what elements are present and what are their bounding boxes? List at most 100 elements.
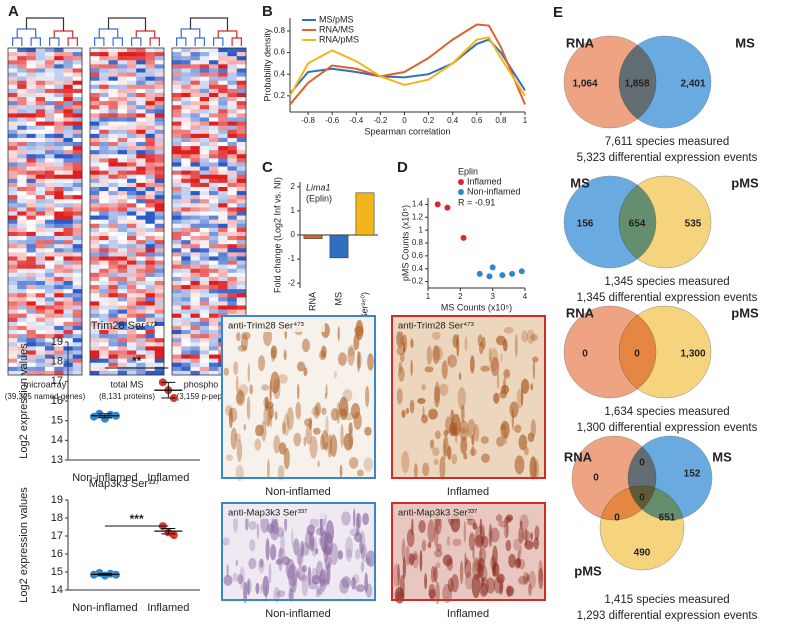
heatmap-cell [145, 137, 156, 143]
histology-texture [396, 346, 404, 356]
heatmap-cell [181, 142, 191, 147]
heatmap-cell [236, 248, 247, 253]
heatmap-cell [8, 76, 18, 81]
heatmap-cell [127, 350, 137, 355]
heatmap-cell [190, 289, 201, 294]
heatmap-cell [199, 88, 210, 94]
heatmap-cell [35, 334, 46, 339]
heatmap-cell [190, 121, 201, 126]
heatmap-cell [35, 92, 46, 98]
heatmap-cell [136, 64, 146, 69]
histology-texture [398, 361, 403, 374]
heatmap-cell [35, 330, 46, 335]
heatmap-cell [181, 154, 191, 159]
heatmap-cell [190, 146, 201, 151]
heatmap-cell [17, 334, 27, 339]
heatmap-cell [209, 137, 219, 143]
heatmap-cell [181, 60, 191, 65]
heatmap-cell [236, 207, 247, 212]
heatmap-cell [199, 109, 210, 114]
heatmap-cell [236, 191, 247, 196]
heatmap-cell [209, 370, 219, 376]
heatmap-cell [99, 252, 109, 257]
heatmap-cell [145, 268, 156, 274]
heatmap-cell [199, 366, 210, 372]
point [499, 272, 506, 279]
histology-texture [255, 424, 264, 437]
heatmap-cell [54, 137, 64, 143]
heatmap-cell [26, 264, 37, 270]
heatmap-cell [236, 280, 247, 286]
heatmap-cell [181, 256, 191, 261]
heatmap-cell [108, 170, 119, 176]
heatmap-cell [63, 211, 74, 216]
heatmap-cell [99, 117, 109, 122]
x-tick-label: 2 [458, 292, 463, 301]
heatmap-cell [227, 215, 238, 220]
heatmap-cell [54, 113, 64, 118]
histology-texture [458, 372, 462, 381]
heatmap-cell [172, 219, 182, 225]
histology-texture [471, 445, 475, 457]
heatmap-cell [90, 219, 100, 225]
heatmap-cell [90, 354, 100, 359]
heatmap-cell [181, 350, 191, 355]
heatmap-cell [145, 264, 156, 270]
heatmap-cell [90, 129, 100, 135]
heatmap-cell [17, 76, 27, 81]
heatmap-cell [108, 227, 119, 233]
heatmap-cell [72, 117, 83, 122]
heatmap-cell [99, 231, 109, 237]
heatmap-cell [72, 252, 83, 257]
heatmap-cell [145, 280, 156, 286]
histology-texture [490, 356, 500, 377]
heatmap-cell [17, 203, 27, 208]
heatmap-cell [90, 142, 100, 147]
heatmap-cell [35, 305, 46, 310]
heatmap-cell [172, 113, 182, 118]
heatmap-cell [127, 146, 137, 151]
heatmap-cell [172, 199, 182, 204]
heatmap-cell [190, 80, 201, 86]
heatmap-cell [108, 48, 119, 53]
heatmap-cell [227, 293, 238, 298]
heatmap-cell [209, 301, 219, 306]
heatmap-cell [145, 362, 156, 368]
heatmap-cell [236, 76, 247, 81]
heatmap-cell [181, 293, 191, 298]
heatmap-name: microarray [24, 379, 67, 389]
heatmap-cell [136, 293, 146, 298]
heatmap-cell [136, 199, 146, 204]
histology-texture [268, 406, 274, 419]
label-backdrop [225, 506, 325, 519]
image-label: anti-Trim28 Ser⁴⁷³ [398, 321, 474, 332]
heatmap-cell [63, 166, 74, 171]
y-tick-label: 14 [51, 584, 63, 596]
x-tick-label: 0 [402, 116, 407, 125]
heatmap-cell [72, 366, 83, 372]
heatmap-cell [90, 68, 100, 73]
heatmap-cell [127, 362, 137, 368]
heatmap-cell [108, 231, 119, 237]
heatmap-cell [72, 293, 83, 298]
heatmap-cell [99, 60, 109, 65]
heatmap-cell [209, 125, 219, 131]
heatmap-cell [199, 289, 210, 294]
histology-texture [479, 583, 489, 597]
annotation: (Eplin) [306, 193, 332, 203]
heatmap-cell [35, 215, 46, 220]
histology-texture [348, 422, 353, 435]
heatmap-cell [17, 321, 27, 327]
heatmap-cell [199, 68, 210, 73]
dendrogram-link [16, 28, 37, 38]
heatmap-cell [26, 64, 37, 69]
histology-texture [324, 392, 328, 400]
heatmap-cell [35, 223, 46, 229]
heatmap-cell [117, 346, 128, 351]
heatmap-cell [145, 272, 156, 278]
heatmap-cell [72, 313, 83, 319]
heatmap-cell [181, 362, 191, 368]
histology-texture [493, 392, 500, 404]
heatmap-cell [199, 293, 210, 298]
heatmap-cell [145, 301, 156, 306]
